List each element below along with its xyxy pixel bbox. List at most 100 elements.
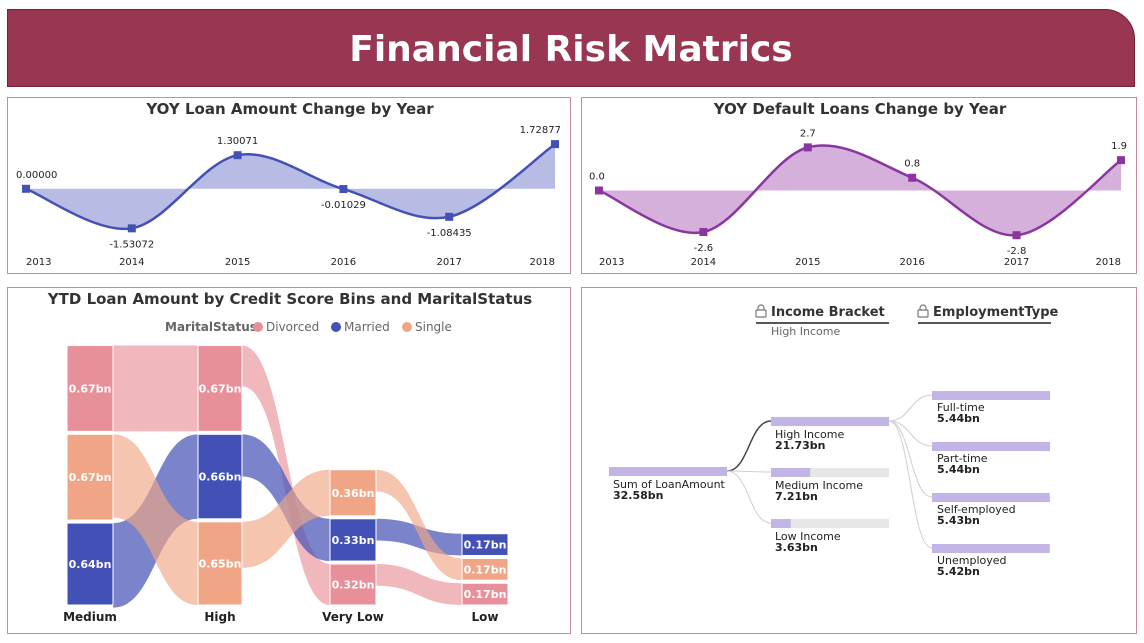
sankey-node-label: 0.67bn	[199, 382, 242, 395]
tree-connector	[726, 420, 772, 472]
loan-point	[551, 140, 559, 149]
income-label: Medium Income	[775, 479, 863, 492]
sankey-node-label: 0.32bn	[332, 579, 375, 592]
employment-label: Self-employed	[937, 503, 1016, 516]
sankey-node	[329, 518, 377, 562]
credit-score-sankey-svg: YTD Loan Amount by Credit Score Bins and…	[47, 290, 532, 624]
sankey-node	[197, 521, 243, 606]
employment-bar	[932, 544, 1050, 553]
default-x-tick: 2014	[691, 257, 716, 268]
employment-value: 5.42bn	[937, 565, 980, 578]
legend-item: Divorced	[266, 320, 319, 334]
default-point	[595, 186, 603, 195]
default-point	[1012, 231, 1021, 240]
root-bar	[609, 467, 727, 476]
sankey-category-label: Medium	[63, 610, 117, 624]
sankey-category-label: Very Low	[322, 610, 384, 624]
default-data-label: 1.9	[1111, 141, 1127, 152]
employment-bar	[932, 493, 1050, 502]
sankey-node-label: 0.33bn	[332, 534, 375, 547]
sankey-node	[66, 345, 114, 432]
sankey-flow-divorced	[113, 345, 198, 432]
credit-score-sankey-chart: YTD Loan Amount by Credit Score Bins and…	[7, 287, 571, 634]
tree-connector	[888, 420, 933, 447]
legend-marker	[402, 322, 412, 332]
loan-data-label: -1.08435	[427, 228, 472, 239]
sankey-flow-single	[113, 434, 198, 605]
sankey-category-label: Low	[472, 610, 499, 624]
income-bar	[771, 468, 811, 477]
tree-connector	[888, 420, 933, 549]
sankey-node	[461, 533, 509, 556]
employment-value: 5.44bn	[937, 463, 980, 476]
sankey-flow-single	[242, 469, 330, 568]
income-label: Low Income	[775, 530, 841, 543]
default-data-label: 0.0	[589, 172, 605, 183]
loan-line	[25, 143, 556, 231]
income-value: 7.21bn	[775, 490, 818, 503]
tree-connector	[888, 420, 933, 498]
sankey-node-label: 0.65bn	[199, 557, 242, 570]
sankey-flows	[113, 345, 462, 608]
default-point	[699, 228, 708, 237]
level-selected-value: High Income	[771, 325, 840, 338]
loan-point	[233, 151, 242, 160]
loan-point	[445, 212, 454, 221]
sankey-flow-single	[376, 469, 462, 581]
employment-label: Part-time	[937, 452, 988, 465]
sankey-flow-married	[376, 518, 462, 556]
lock-icon	[755, 304, 767, 318]
default-x-tick: 2013	[599, 257, 624, 268]
sankey-node	[197, 433, 243, 520]
sankey-node	[461, 582, 509, 606]
yoy-loan-amount-svg: YOY Loan Amount Change by Year 0.00000 201…	[16, 100, 561, 268]
employment-value: 5.43bn	[937, 514, 980, 527]
legend-title: MaritalStatus	[165, 320, 257, 334]
default-data-label: -2.8	[1007, 246, 1027, 257]
sankey-node-label: 0.67bn	[69, 382, 112, 395]
chart-title: YOY Loan Amount Change by Year	[145, 100, 434, 118]
default-x-tick: 2016	[899, 257, 924, 268]
default-x-tick: 2017	[1004, 257, 1029, 268]
sankey-node	[329, 469, 377, 517]
income-bar-track	[771, 468, 889, 477]
lock-icon	[917, 304, 929, 318]
legend-marker	[253, 322, 263, 332]
level-header-employment-type: EmploymentType	[933, 305, 1059, 320]
loan-x-tick: 2016	[331, 257, 356, 268]
employment-value: 5.44bn	[937, 412, 980, 425]
legend-marker	[331, 322, 341, 332]
loan-area	[26, 144, 555, 229]
loan-data-label: 1.72877	[520, 125, 561, 136]
default-point	[803, 143, 812, 152]
employment-bar	[932, 391, 1050, 400]
loan-x-tick: 2013	[26, 257, 51, 268]
sankey-node-label: 0.17bn	[464, 588, 507, 601]
sankey-node-label: 0.36bn	[332, 487, 375, 500]
income-label: High Income	[775, 428, 844, 441]
sankey-node	[66, 522, 114, 606]
legend: MaritalStatus Divorced Married Single	[165, 320, 452, 334]
loan-point	[339, 185, 348, 194]
sankey-flow-divorced	[376, 564, 462, 605]
tree-connector	[726, 470, 772, 524]
default-point	[1117, 156, 1125, 165]
income-bar	[771, 519, 791, 528]
default-data-label: 2.7	[800, 128, 816, 139]
tree-connector	[726, 470, 772, 473]
employment-label: Unemployed	[937, 554, 1007, 567]
chart-title: YTD Loan Amount by Credit Score Bins and…	[47, 290, 532, 308]
chart-title: YOY Default Loans Change by Year	[713, 100, 1007, 118]
page-title: Financial Risk Matrics	[349, 29, 793, 70]
tree-connector	[888, 394, 933, 422]
loan-point	[127, 224, 136, 233]
level-header-income-bracket: Income Bracket	[771, 305, 885, 320]
sankey-node	[461, 557, 509, 581]
decomposition-tree: Income Bracket High Income EmploymentType S…	[581, 287, 1137, 634]
loan-x-tick: 2018	[530, 257, 555, 268]
root-label: Sum of LoanAmount	[613, 478, 726, 491]
sankey-category-label: High	[204, 610, 235, 624]
sankey-node-label: 0.17bn	[464, 563, 507, 576]
income-value: 21.73bn	[775, 439, 826, 452]
sankey-node-label: 0.67bn	[69, 471, 112, 484]
